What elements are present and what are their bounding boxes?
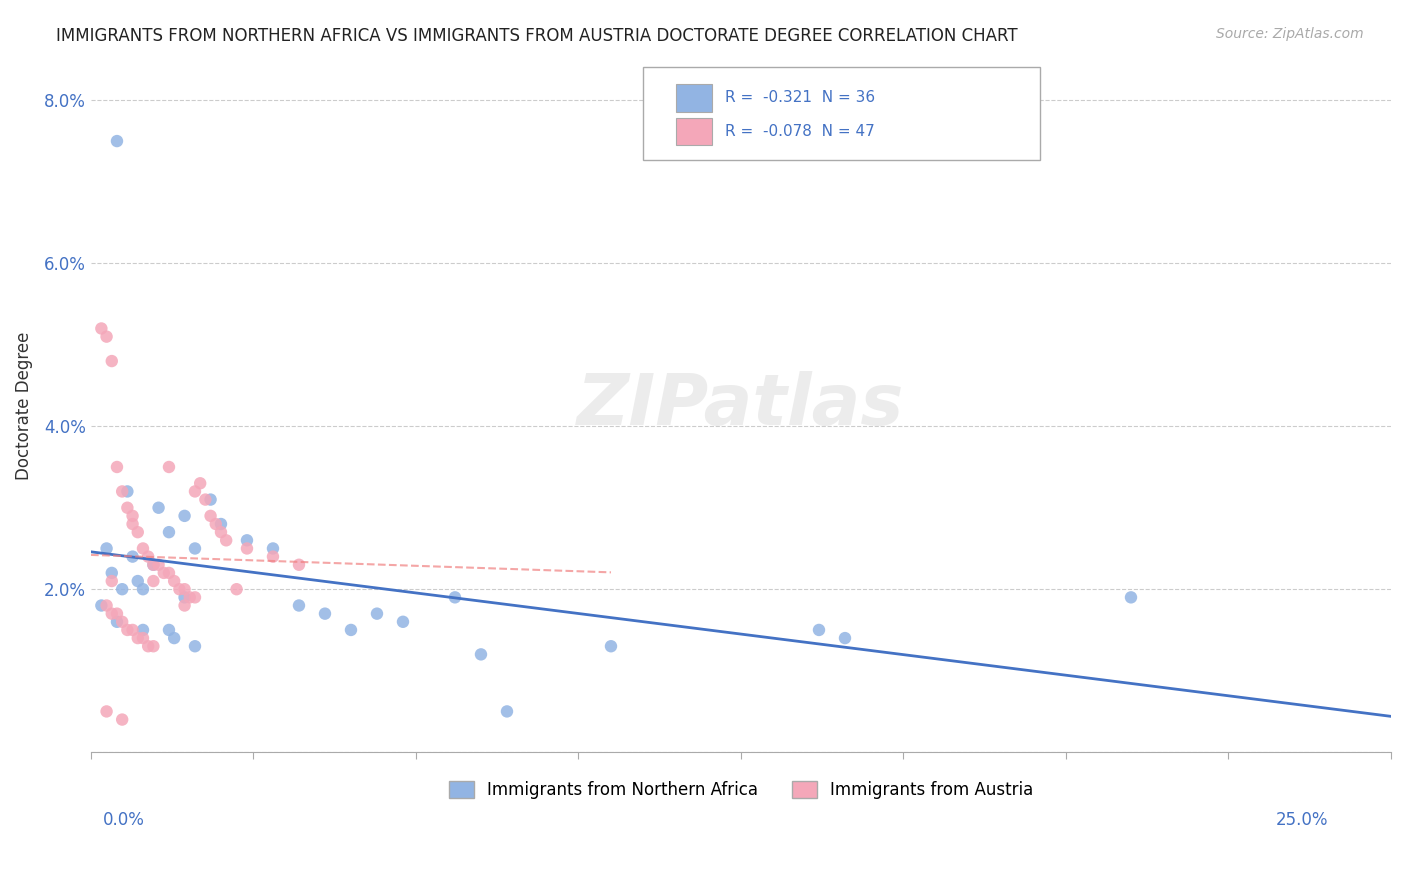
Point (142, 558, 165, 572)
Point (194, 492, 217, 507)
Point (100, 607, 122, 621)
Point (117, 484, 139, 499)
Point (142, 574, 165, 588)
Point (132, 582, 155, 597)
Point (127, 574, 149, 588)
Point (173, 591, 195, 605)
Point (184, 639, 207, 653)
Point (127, 525, 149, 540)
Point (184, 484, 207, 499)
Point (288, 599, 311, 613)
Point (117, 500, 139, 515)
FancyBboxPatch shape (676, 84, 713, 112)
Point (200, 508, 222, 523)
Point (105, 460, 128, 475)
Point (215, 533, 238, 548)
Point (807, 623, 830, 637)
Point (136, 639, 159, 653)
Point (366, 607, 388, 621)
Point (117, 623, 139, 637)
Point (262, 549, 284, 564)
Point (392, 615, 415, 629)
Point (236, 533, 259, 548)
Point (100, 574, 122, 588)
Point (188, 476, 211, 491)
Point (179, 591, 201, 605)
Text: Source: ZipAtlas.com: Source: ZipAtlas.com (1216, 27, 1364, 41)
FancyBboxPatch shape (644, 67, 1040, 160)
Point (100, 566, 122, 580)
Point (121, 508, 143, 523)
Point (136, 549, 159, 564)
Legend: Immigrants from Northern Africa, Immigrants from Austria: Immigrants from Northern Africa, Immigra… (443, 774, 1040, 806)
Point (173, 582, 195, 597)
Point (105, 134, 128, 148)
Point (111, 713, 134, 727)
Point (152, 566, 174, 580)
Point (173, 599, 195, 613)
Point (90, 321, 112, 335)
Text: R =  -0.321  N = 36: R = -0.321 N = 36 (725, 90, 876, 105)
Point (111, 615, 134, 629)
Point (834, 631, 856, 645)
Point (121, 516, 143, 531)
Point (262, 541, 284, 556)
Point (132, 541, 155, 556)
Point (121, 549, 143, 564)
Point (600, 639, 623, 653)
Point (173, 508, 195, 523)
Point (470, 648, 492, 662)
Text: IMMIGRANTS FROM NORTHERN AFRICA VS IMMIGRANTS FROM AUSTRIA DOCTORATE DEGREE CORR: IMMIGRANTS FROM NORTHERN AFRICA VS IMMIG… (56, 27, 1018, 45)
Y-axis label: Doctorate Degree: Doctorate Degree (15, 332, 32, 480)
Point (157, 566, 180, 580)
Point (157, 525, 180, 540)
Point (163, 574, 186, 588)
Point (340, 623, 363, 637)
Point (111, 582, 134, 597)
Point (200, 492, 222, 507)
Point (157, 623, 180, 637)
Point (105, 615, 128, 629)
Point (314, 607, 336, 621)
FancyBboxPatch shape (676, 118, 713, 145)
Point (142, 558, 165, 572)
Point (184, 541, 207, 556)
Point (288, 558, 311, 572)
Point (132, 631, 155, 645)
Point (111, 484, 134, 499)
Text: ZIPatlas: ZIPatlas (578, 371, 904, 441)
Point (444, 591, 467, 605)
Point (105, 607, 128, 621)
Point (184, 591, 207, 605)
Point (204, 516, 226, 531)
Point (236, 541, 259, 556)
Point (209, 525, 232, 540)
Point (96, 541, 118, 556)
Text: R =  -0.078  N = 47: R = -0.078 N = 47 (725, 124, 875, 139)
Point (209, 516, 232, 531)
Point (169, 582, 191, 597)
Point (148, 558, 170, 572)
Point (96, 599, 118, 613)
Text: 0.0%: 0.0% (103, 811, 145, 829)
Point (157, 460, 180, 475)
Point (148, 500, 170, 515)
Point (142, 639, 165, 653)
Point (90, 599, 112, 613)
Point (127, 631, 149, 645)
Point (96, 705, 118, 719)
Point (121, 623, 143, 637)
Point (163, 631, 186, 645)
Point (96, 329, 118, 343)
Point (1119, 591, 1142, 605)
Text: 25.0%: 25.0% (1277, 811, 1329, 829)
Point (225, 582, 247, 597)
Point (132, 623, 155, 637)
Point (496, 705, 519, 719)
Point (100, 354, 122, 368)
